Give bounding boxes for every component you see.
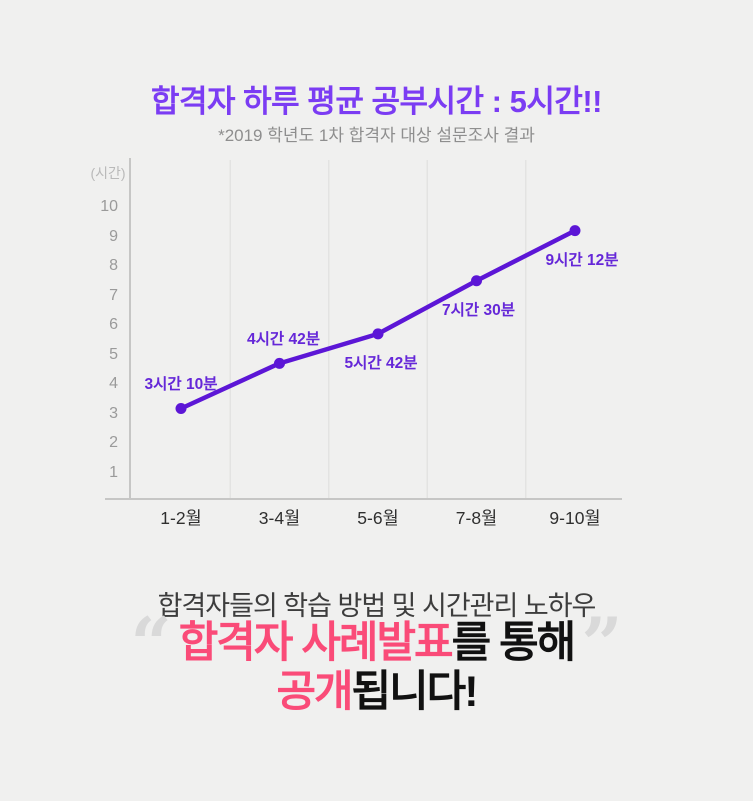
study-hours-line-chart: (시간) 1 2 3 4 5 6 7 8 9 10 1-2월 3-4월 5-6월 7-8월 9-10월 3시간…: [0, 158, 753, 538]
y-tick-label: 4: [109, 375, 118, 392]
data-point-label: 3시간 10분: [144, 376, 218, 394]
data-point: [274, 357, 285, 369]
y-tick-label: 8: [109, 257, 118, 274]
data-point-label: 7시간 30분: [442, 301, 515, 319]
y-tick-label: 5: [109, 345, 118, 363]
data-point: [372, 328, 384, 340]
chart-canvas: [105, 158, 622, 500]
chart-label-layer: (시간) 1 2 3 4 5 6 7 8 9 10 1-2월 3-4월 5-6월 7-8월 9-10월 3시간…: [0, 158, 753, 538]
highlight-text-black: 를 통해: [451, 619, 577, 667]
x-axis-label: 7-8월: [455, 508, 498, 528]
y-axis-unit-label: (시간): [90, 165, 126, 181]
data-point: [471, 275, 482, 287]
y-tick-label: 9: [109, 227, 118, 245]
highlight-text-pink: 합격자 사례발표: [178, 619, 454, 667]
page-subtitle: *2019 학년도 1차 합격자 대상 설문조사 결과: [218, 126, 535, 145]
highlight-quote-row: “ 합격자 사례발표를 통해 ”: [0, 601, 753, 686]
x-axis-label: 1-2월: [160, 508, 202, 528]
x-axis-label: 3-4월: [258, 508, 301, 528]
y-tick-label: 7: [109, 286, 118, 304]
y-tick-label: 10: [100, 198, 118, 215]
highlight-text-black: 됩니다!: [351, 668, 479, 716]
y-tick-label: 1: [109, 463, 118, 481]
x-axis-label: 5-6월: [357, 508, 399, 528]
data-point: [569, 225, 581, 237]
data-point-label: 5시간 42분: [344, 354, 418, 372]
y-tick-label: 3: [109, 404, 118, 422]
bottom-intro-text: 합격자들의 학습 방법 및 시간관리 노하우: [157, 591, 597, 621]
highlight-text-pink: 공개: [276, 668, 353, 716]
page-title: 합격자 하루 평균 공부시간 : 5시간!!: [150, 84, 603, 119]
data-point-label: 4시간 42분: [247, 331, 320, 349]
open-quote-icon: “: [130, 601, 172, 686]
y-tick-label: 2: [109, 434, 118, 451]
y-tick-label: 6: [109, 316, 118, 333]
highlight-line-1: 합격자 사례발표를 통해: [178, 619, 577, 667]
data-point: [175, 402, 187, 414]
data-point-label: 9시간 12분: [545, 251, 619, 269]
close-quote-icon: ”: [581, 601, 623, 686]
x-axis-label: 9-10월: [549, 508, 601, 528]
highlight-line-2: 공개됩니다!: [0, 668, 753, 716]
